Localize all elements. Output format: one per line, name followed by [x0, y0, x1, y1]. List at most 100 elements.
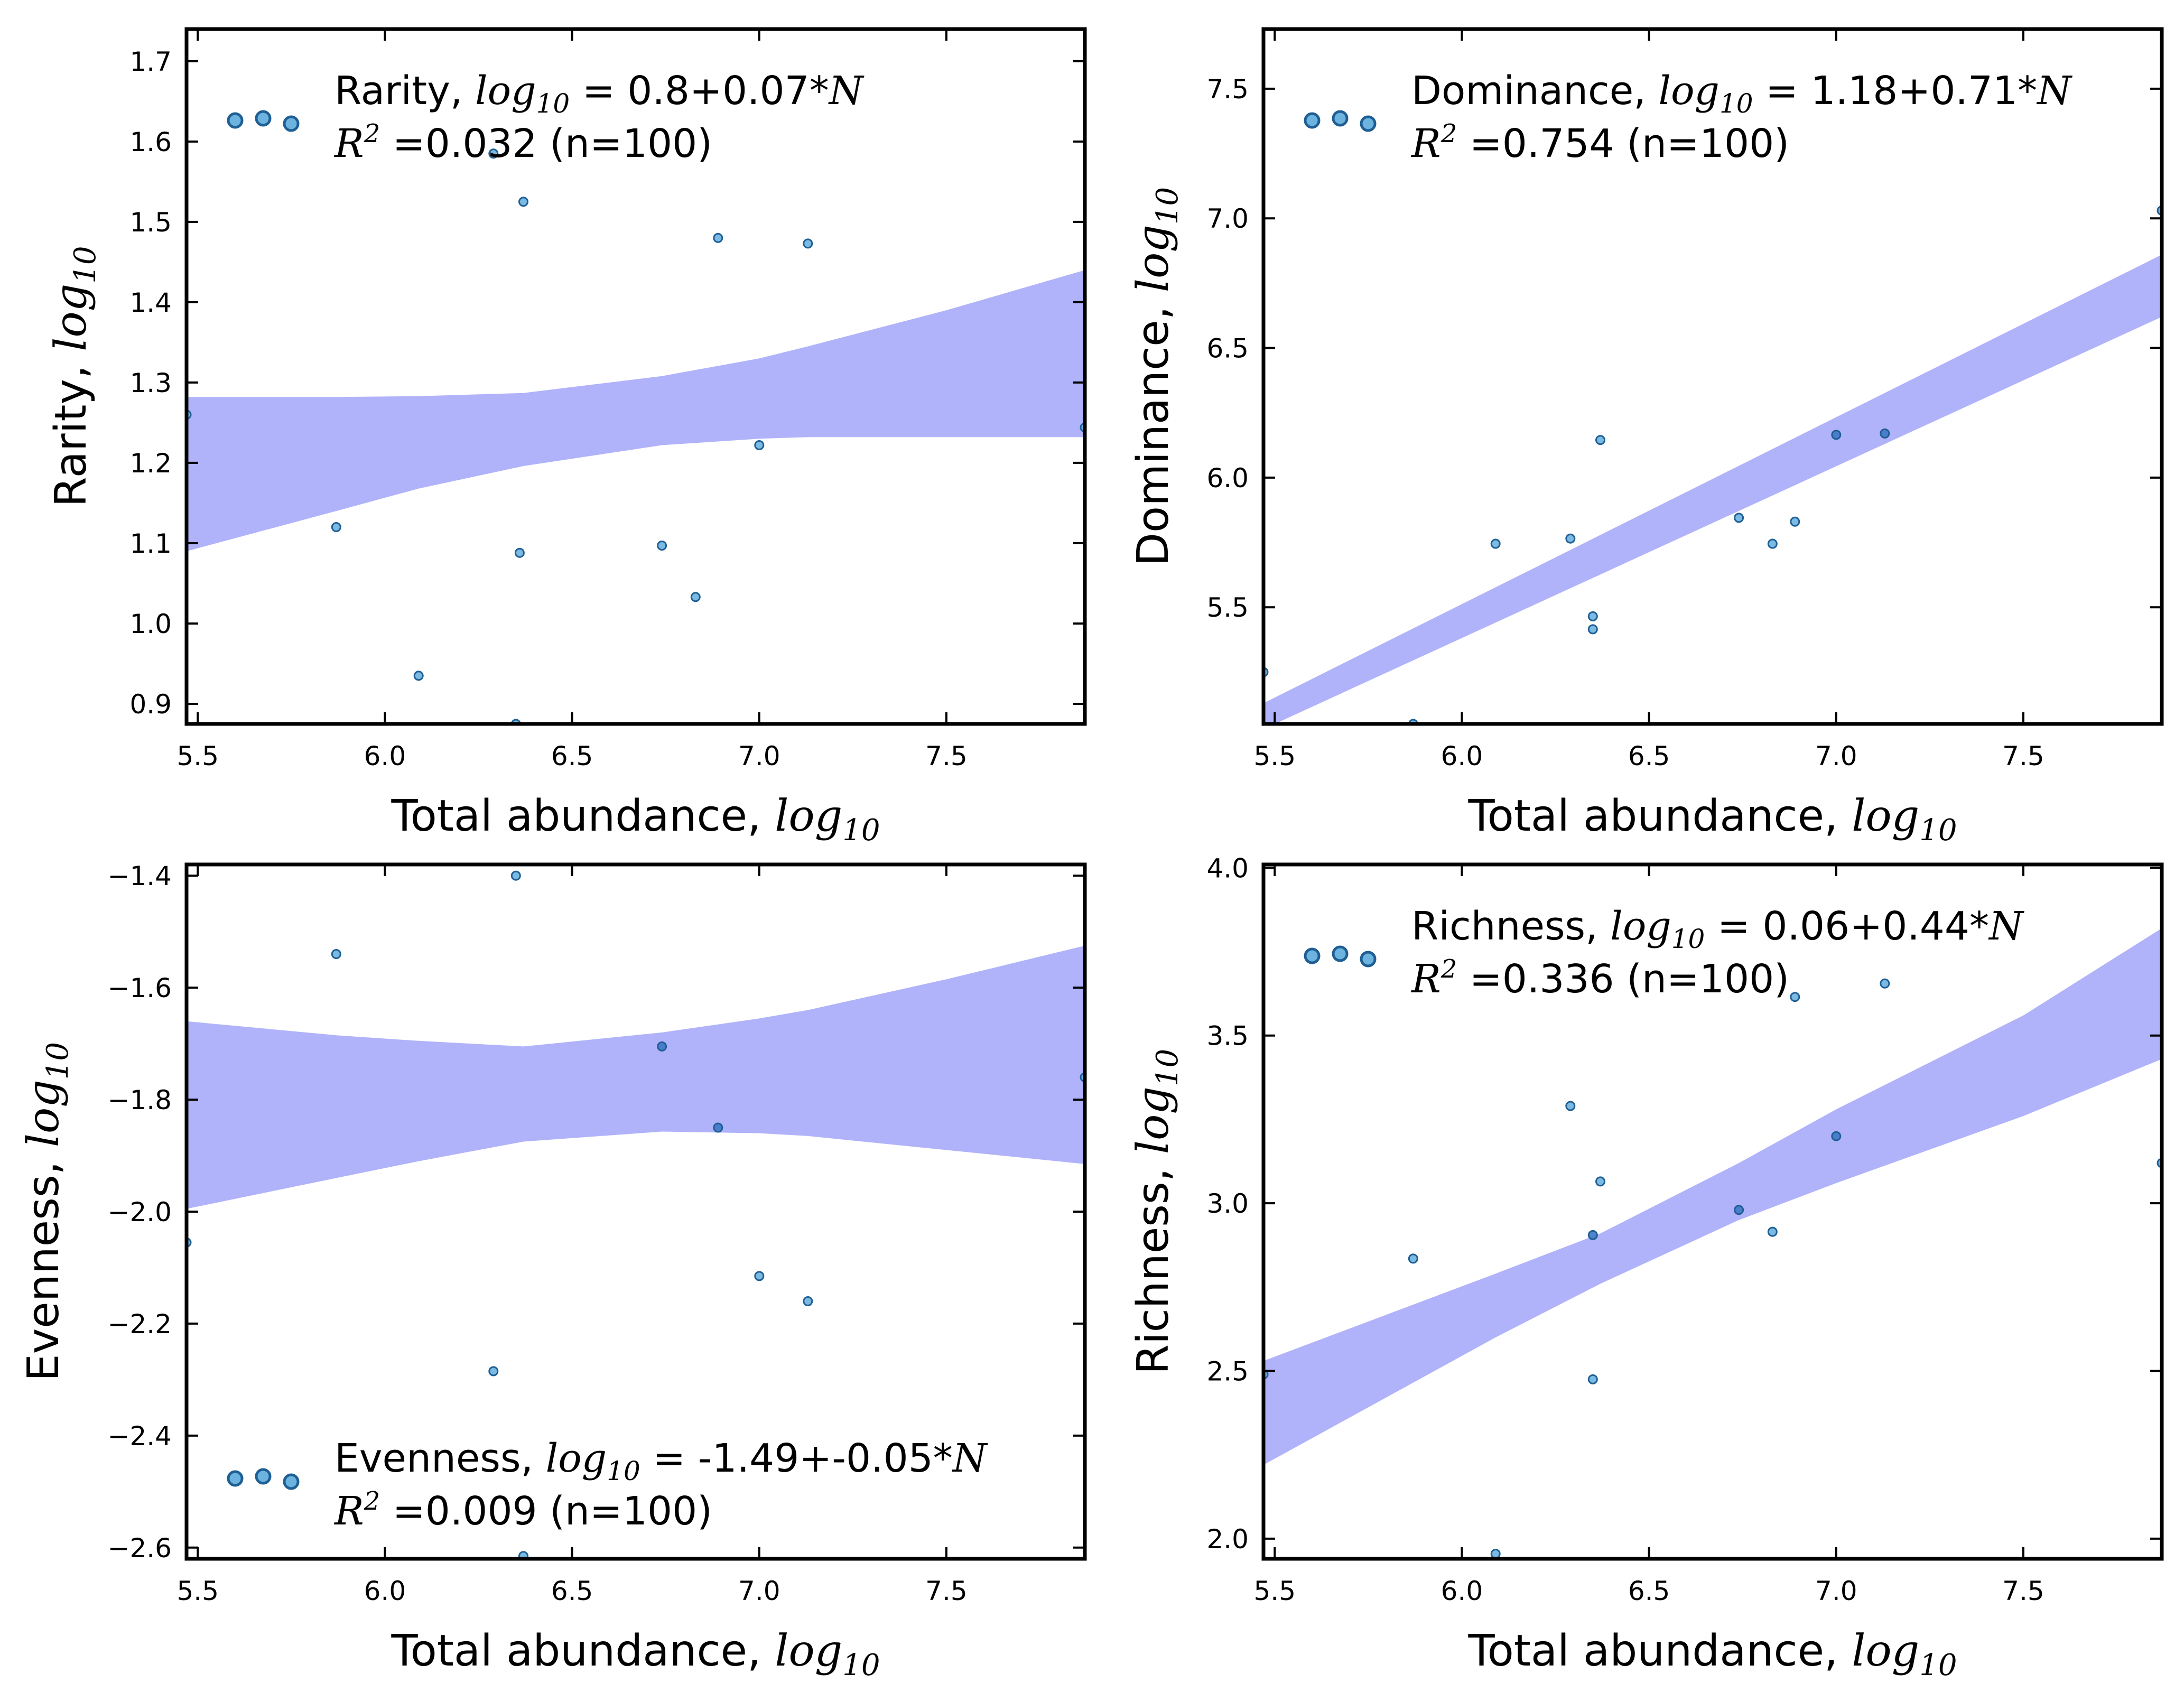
- data-point: [803, 238, 813, 249]
- y-tick-label: 2.5: [1206, 1356, 1249, 1387]
- legend-marker: [227, 1470, 244, 1487]
- data-point: [1565, 1101, 1576, 1111]
- legend-equation: Richness, log10 = 0.06+0.44*N: [1411, 904, 2024, 954]
- x-axis-label-math: log: [775, 1626, 842, 1676]
- y-axis-label-sub: 10: [1150, 187, 1185, 225]
- y-tick-label: 1.4: [129, 287, 172, 318]
- y-tick-label: 7.0: [1206, 203, 1249, 234]
- legend-marker: [255, 1468, 272, 1485]
- y-tick-label: 1.7: [129, 46, 172, 77]
- y-axis-label-math: log: [46, 284, 96, 351]
- y-axis-label-math: log: [18, 1080, 69, 1147]
- x-tick-label: 6.5: [1628, 741, 1670, 771]
- legend-series-name: Richness,: [1411, 904, 1610, 949]
- y-tick-label: −2.6: [108, 1533, 172, 1564]
- y-axis-label-math: log: [1128, 1086, 1178, 1154]
- data-point: [1880, 428, 1890, 439]
- x-axis-label-math: log: [1852, 1626, 1919, 1676]
- data-point: [413, 671, 424, 681]
- confidence-band: [187, 945, 1085, 1209]
- x-tick-label: 7.0: [738, 1576, 780, 1606]
- y-axis-label-text: Richness,: [1128, 1154, 1178, 1374]
- legend-r-sup: 2: [364, 1486, 380, 1516]
- legend-marker: [283, 1473, 300, 1490]
- data-point: [1767, 538, 1778, 549]
- y-axis-label: Evenness, log10: [18, 1042, 75, 1381]
- x-axis-label-sub: 10: [1919, 1648, 1957, 1682]
- data-point: [713, 232, 723, 243]
- x-tick-label: 7.5: [925, 741, 968, 771]
- panel-evenness: 5.5 6.0 6.5 7.0 7.5 −2.6 −2.4 −2.2 −2.0 −1.8 −1.6 −…: [18, 861, 1087, 1682]
- legend-math: log: [475, 68, 536, 114]
- panel-rarity: 5.5 6.0 6.5 7.0 7.5 0.9 1.0 1.1 1.2 1.3 1.4 1.5 1.6 1…: [46, 27, 1087, 848]
- legend-math: log: [1658, 68, 1720, 114]
- legend-r-squared-value: =0.032 (n=100): [380, 121, 712, 166]
- legend-r-squared-value: =0.754 (n=100): [1457, 121, 1789, 166]
- legend-r: R: [333, 1489, 364, 1534]
- legend-marker: [283, 115, 300, 132]
- legend-marker: [1304, 947, 1321, 964]
- legend-equation: Dominance, log10 = 1.18+0.71*N: [1411, 68, 2073, 119]
- data-point: [1831, 1131, 1842, 1141]
- data-point: [1408, 1253, 1418, 1264]
- x-tick-label: 5.5: [1253, 1576, 1296, 1606]
- legend-r-sup: 2: [364, 119, 380, 148]
- y-tick-label: 2.0: [1206, 1524, 1249, 1555]
- legend-r: R: [333, 121, 364, 166]
- legend-math: log: [1610, 904, 1671, 949]
- plot-area: [1263, 928, 2162, 1559]
- x-tick-label: 6.5: [551, 741, 593, 771]
- legend-series-name: Evenness,: [334, 1436, 546, 1481]
- data-point: [1595, 1176, 1605, 1187]
- legend-marker: [1332, 110, 1349, 127]
- x-tick-label: 7.5: [925, 1576, 968, 1606]
- x-tick-label: 7.0: [738, 741, 780, 771]
- y-tick-label: −1.6: [108, 973, 172, 1003]
- data-point: [657, 541, 667, 551]
- data-point: [488, 1366, 499, 1377]
- legend-marker: [1332, 945, 1349, 962]
- data-point: [488, 148, 499, 159]
- x-tick-label: 6.0: [1441, 1576, 1483, 1606]
- x-tick-label: 6.0: [1441, 741, 1483, 771]
- legend-r-squared: R2 =0.009 (n=100): [333, 1486, 712, 1534]
- plot-area: [187, 870, 1085, 1559]
- x-axis-label-math: log: [1852, 791, 1919, 841]
- data-point: [1587, 624, 1598, 635]
- y-tick-label: 3.0: [1206, 1188, 1249, 1219]
- legend-equation: Rarity, log10 = 0.8+0.07*N: [334, 68, 865, 119]
- data-point: [754, 440, 765, 450]
- confidence-band: [1263, 254, 2162, 724]
- x-axis-label-text: Total abundance,: [1467, 1626, 1852, 1676]
- legend-series-name: Rarity,: [334, 68, 475, 114]
- data-point: [1565, 533, 1576, 544]
- y-tick-label: −2.0: [108, 1197, 172, 1227]
- legend-equation-rest: = 0.06+0.44*: [1705, 904, 1989, 949]
- x-axis-label-text: Total abundance,: [391, 791, 775, 841]
- y-axis-label-sub: 10: [68, 246, 103, 283]
- x-axis-label-sub: 10: [842, 1648, 880, 1682]
- data-point: [1767, 1226, 1778, 1237]
- legend-r-squared: R2 =0.336 (n=100): [1410, 954, 1789, 1002]
- data-point: [518, 197, 528, 207]
- confidence-band: [187, 270, 1085, 552]
- legend-marker: [227, 112, 244, 129]
- x-axis-label-math: log: [775, 791, 842, 841]
- axes-frame: [184, 27, 1087, 726]
- y-tick-label: 1.5: [129, 207, 172, 238]
- data-point: [1734, 513, 1744, 523]
- y-tick-label: 1.3: [129, 368, 172, 398]
- legend-series-name: Dominance,: [1411, 68, 1658, 114]
- data-point: [803, 1296, 813, 1306]
- legend-r: R: [1410, 956, 1441, 1002]
- x-tick-label: 6.0: [364, 741, 406, 771]
- x-axis-label: Total abundance, log10: [1467, 791, 1957, 848]
- data-point: [1587, 611, 1598, 621]
- legend-r: R: [1410, 121, 1441, 166]
- plot-area: [1263, 206, 2162, 724]
- legend: Evenness, log10 = -1.49+-0.05*NR2 =0.009…: [227, 1436, 988, 1534]
- x-tick-label: 7.0: [1815, 741, 1857, 771]
- axes-frame: [1261, 27, 2164, 726]
- legend-math: log: [546, 1436, 607, 1481]
